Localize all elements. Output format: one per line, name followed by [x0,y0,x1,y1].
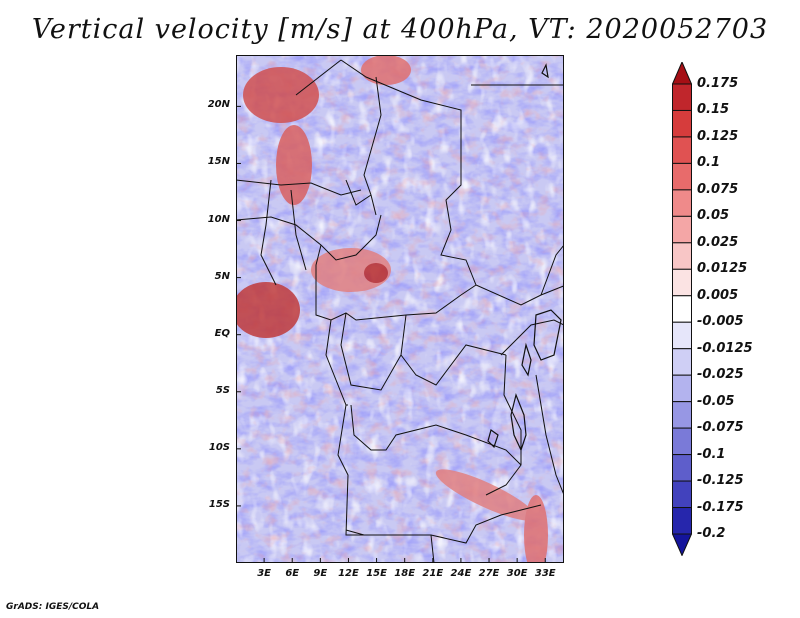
colorbar [671,60,693,557]
colorbar-swatch [672,507,692,535]
lon-label: 33E [534,568,556,579]
colorbar-swatch [672,295,692,323]
colorbar-swatch [672,454,692,482]
colorbar-label: -0.1 [697,446,726,462]
lon-label: 24E [450,568,472,579]
colorbar-label: 0.15 [697,102,730,118]
lat-label: 20N [207,99,230,111]
colorbar-swatch [672,321,692,350]
lat-label: 10N [207,213,230,225]
colorbar-label: -0.125 [697,473,744,489]
colorbar-label: 0.175 [697,76,739,91]
colorbar-swatch [672,480,692,509]
colorbar-label: 0.075 [697,181,739,197]
lat-label: 15S [208,498,230,510]
lat-label: EQ [214,327,230,339]
colorbar-label: 0.1 [697,155,721,171]
colorbar-label: 0.05 [697,208,730,224]
chart-title: Vertical velocity [m/s] at 400hPa, VT: 2… [31,14,769,45]
colorbar-swatch [672,348,692,376]
country-borders [236,59,564,563]
colorbar-label: -0.05 [697,393,735,409]
footer-credit: GrADS: IGES/COLA [6,602,100,612]
colorbar-label: -0.2 [697,526,726,541]
colorbar-swatch [672,401,692,429]
lon-label: 27E [478,568,500,579]
colorbar-label: -0.0125 [697,340,753,356]
lat-label: 5S [215,384,230,396]
lon-label: 9E [313,568,328,579]
colorbar-bottom-arrow [671,533,693,557]
colorbar-swatch [672,268,692,297]
lat-label: 15N [207,156,230,168]
lat-label: 5N [214,270,230,282]
colorbar-swatch [672,427,692,456]
colorbar-label: 0.125 [697,128,739,144]
map-frame [236,55,564,563]
lat-label: 10S [208,441,230,453]
lon-label: 6E [285,568,300,579]
lake-outlines [487,63,562,452]
lon-label: 3E [257,568,271,579]
colorbar-label: -0.075 [697,420,744,436]
colorbar-label: 0.005 [697,287,739,303]
lon-label: 15E [366,568,387,579]
colorbar-swatch [672,83,692,111]
colorbar-swatch [672,109,692,138]
velocity-map [236,55,564,563]
lon-label: 21E [422,568,444,579]
lon-label: 18E [394,568,416,579]
colorbar-swatch [672,215,692,244]
colorbar-label: -0.025 [697,367,744,383]
updraft-regions [236,55,548,563]
lon-label: 12E [338,568,359,579]
colorbar-label: -0.175 [697,499,744,515]
colorbar-label: -0.005 [697,314,744,330]
colorbar-label: 0.0125 [697,261,748,277]
colorbar-top-arrow [671,60,693,85]
colorbar-swatch [672,189,692,217]
colorbar-swatch [672,136,692,164]
colorbar-swatch [672,242,692,270]
colorbar-swatch [672,162,692,191]
colorbar-swatch [672,374,692,403]
colorbar-label: 0.025 [697,234,739,250]
lon-label: 30E [506,568,528,579]
